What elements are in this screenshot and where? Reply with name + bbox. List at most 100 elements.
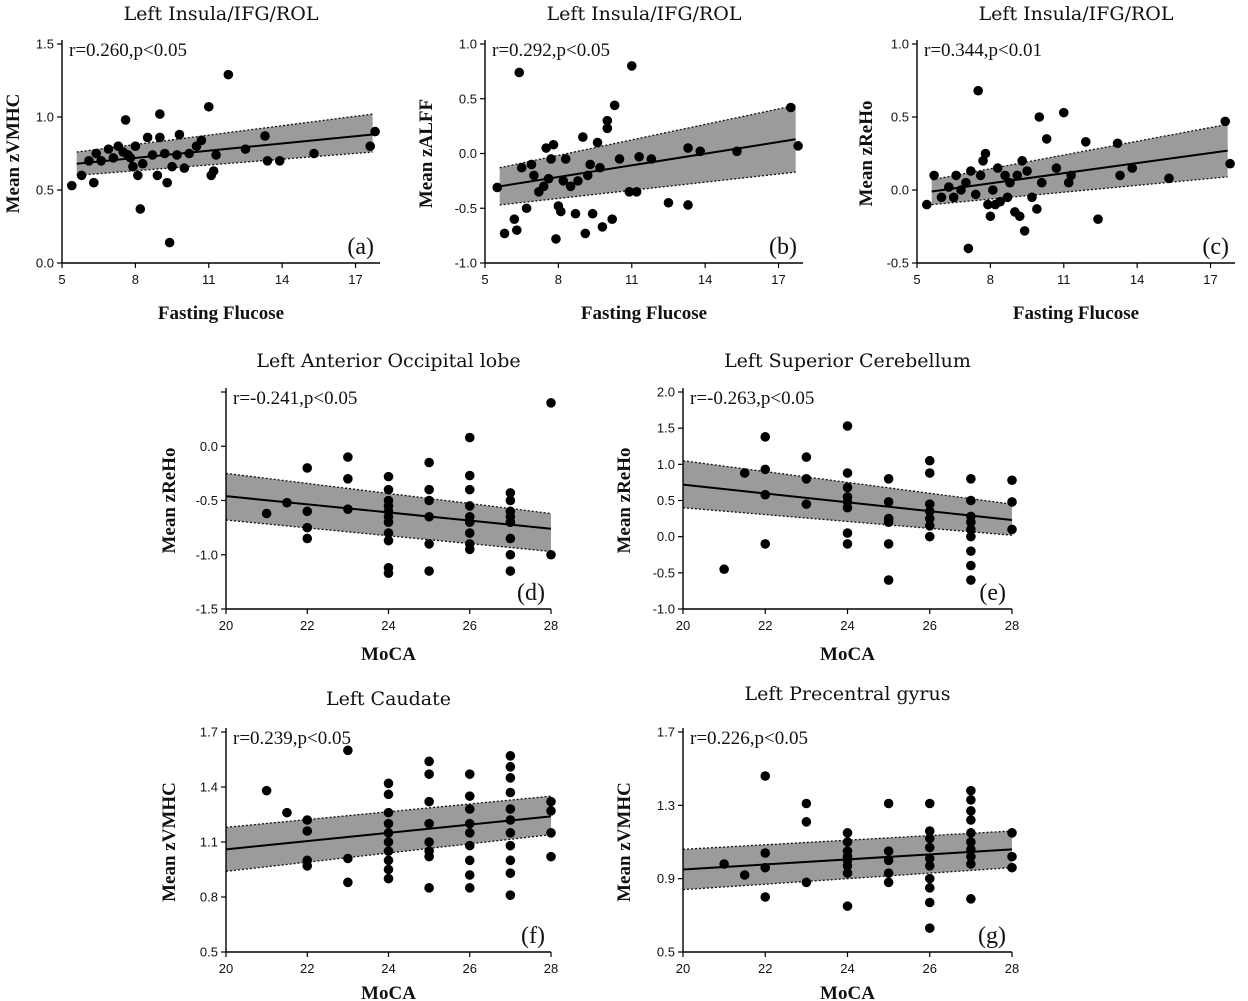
panel-c-data-point (1012, 170, 1023, 181)
panel-b-data-point (499, 228, 510, 239)
panel-f-x-tick-label: 24 (381, 961, 395, 976)
panel-b-y-tick-label: 1.0 (459, 37, 477, 52)
panel-c-data-point (936, 192, 947, 203)
panel-f-data-point (546, 796, 556, 807)
panel-c-data-point (944, 182, 954, 192)
panel-d-data-point (302, 533, 313, 544)
panel-b-band-upper (499, 104, 796, 169)
panel-c-data-point (1017, 156, 1027, 166)
panel-g-data-point (842, 868, 853, 878)
panel-b-data-point (538, 181, 549, 192)
panel-b-data-point (646, 154, 657, 164)
panel-d-data-point (383, 484, 394, 495)
panel-b-data-point (624, 187, 635, 197)
panel-a-data-point (91, 148, 102, 159)
panel-c-y-tick-label: -0.5 (887, 256, 909, 271)
panel-c-data-point (1019, 226, 1030, 236)
panel-c-data-point (1027, 192, 1037, 203)
panel-b-data-point (595, 162, 605, 173)
panel-f-data-point (424, 796, 434, 807)
panel-c-data-point (921, 199, 932, 210)
panel-e-x-tick-label: 22 (758, 618, 772, 633)
panel-f-data-point (464, 791, 475, 801)
panel-f-data-point (383, 846, 394, 856)
panel-e-data-point (966, 474, 976, 484)
panel-g-data-point (842, 837, 853, 847)
panel-a-data-point (196, 135, 207, 146)
panel-a-data-point (155, 132, 165, 143)
panel-b-stat-annotation: r=0.292,p<0.05 (492, 40, 610, 61)
panel-a-data-point (223, 69, 234, 80)
panel-g-data-point (760, 862, 771, 873)
panel-b-band-lower (499, 171, 796, 206)
panel-e-x-tick-label: 28 (1005, 618, 1019, 633)
panel-g-data-point (924, 923, 935, 933)
panel-f-data-point (383, 837, 394, 847)
panel-d-y-tick-label: 0.0 (200, 439, 218, 454)
panel-c-stat-annotation: r=0.344,p<0.01 (924, 40, 1042, 61)
panel-b-x-tick-label: 5 (481, 272, 488, 287)
panel-d-data-point (383, 568, 394, 578)
panel-c-data-point (1112, 138, 1123, 149)
panel-f-data-point (383, 778, 394, 789)
panel-f-data-point (343, 877, 353, 888)
panel-a-data-point (89, 177, 99, 188)
panel-g-x-axis-label: MoCA (820, 983, 875, 1001)
panel-d-data-point (424, 484, 434, 495)
panel-g-data-point (842, 861, 853, 871)
panel-d-y-tick-label: -1.0 (196, 547, 218, 562)
panel-d-data-point (464, 484, 475, 495)
panel-g-data-point (1007, 851, 1017, 862)
panel-b-data-point (516, 162, 527, 173)
panel-e-data-point (842, 539, 853, 549)
panel-f-data-point (505, 855, 516, 866)
panel-b-data-point (609, 100, 620, 111)
panel-c-data-point (1066, 170, 1076, 181)
panel-c-data-point (1036, 177, 1047, 188)
panel-b-data-point (732, 146, 742, 157)
panel-e-data-point (760, 489, 771, 500)
panel-b-x-tick-label: 11 (625, 272, 639, 287)
panel-g-panel-label: (g) (978, 923, 1006, 949)
panel-b-data-point (512, 225, 522, 235)
panel-e: -1.0 -0.5 0.0 0.5 1.0 1.5 2.0 20 22 24 26 28 Left Su… (614, 350, 1019, 665)
panel-c-x-tick-label: 8 (987, 272, 994, 287)
panel-e-data-point (883, 517, 894, 527)
panel-g-stat-annotation: r=0.226,p<0.05 (690, 728, 808, 749)
panel-g-data-point (966, 828, 976, 838)
panel-b-data-point (587, 208, 598, 219)
panel-a-y-tick-label: 1.0 (36, 110, 54, 125)
panel-e-y-tick-label: 1.0 (657, 457, 675, 472)
panel-g-x-tick-label: 28 (1005, 961, 1019, 976)
panel-f-data-point (424, 883, 434, 893)
panel-f-data-point (424, 818, 434, 829)
panel-b-y-tick-label: -1.0 (455, 256, 477, 271)
panel-g-data-point (883, 868, 894, 878)
panel-c-data-point (1127, 163, 1138, 173)
panel-c-data-point (1032, 204, 1042, 214)
panel-a-x-tick-label: 17 (348, 272, 362, 287)
panel-b-data-point (578, 132, 588, 142)
panel-c-data-point (995, 196, 1005, 207)
panel-g-data-point (801, 798, 812, 809)
panel-d-x-tick-label: 26 (463, 618, 477, 633)
panel-b-data-point (509, 214, 520, 224)
panel-b-x-tick-label: 14 (698, 272, 712, 287)
panel-g-data-point (924, 853, 935, 864)
panel-d-data-point (343, 452, 353, 462)
panel-e-y-tick-label: -1.0 (653, 602, 675, 617)
panel-f-data-point (383, 828, 394, 838)
panel-e-data-point (842, 482, 853, 493)
panel-d-data-point (343, 474, 353, 484)
panel-e-data-point (966, 560, 976, 571)
panel-g-data-point (966, 894, 976, 904)
panel-e-data-point (966, 531, 976, 542)
panel-b-data-point (663, 197, 674, 208)
panel-d-panel-label: (d) (517, 580, 545, 606)
panel-d-data-point (546, 398, 556, 408)
panel-d-stat-annotation: r=-0.241,p<0.05 (233, 388, 357, 409)
panel-a-data-point (96, 156, 106, 166)
panel-d-x-tick-label: 28 (544, 618, 558, 633)
panel-e-data-point (842, 421, 853, 431)
